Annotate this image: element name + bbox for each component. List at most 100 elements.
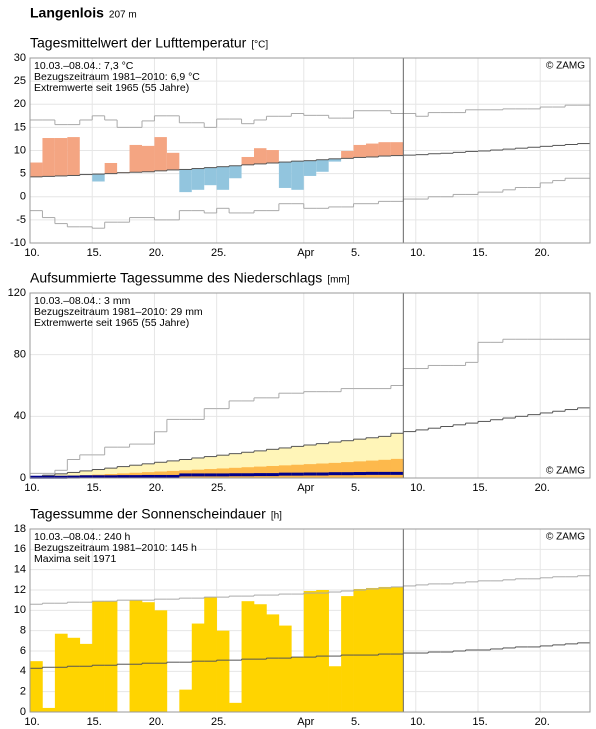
area-step	[303, 464, 317, 478]
bar	[42, 707, 56, 712]
y-tick-label: 6	[20, 645, 26, 657]
anomaly-bar	[216, 166, 230, 190]
bar	[54, 633, 68, 712]
bar	[366, 587, 379, 712]
area-step	[216, 468, 230, 478]
bar	[378, 586, 392, 712]
bar	[154, 610, 168, 712]
x-tick-label: 15.	[87, 247, 102, 259]
plot-frame	[29, 528, 591, 713]
x-tick-label: Apr	[297, 247, 314, 259]
anomaly-bar	[42, 138, 55, 177]
x-tick-label: 15.	[472, 716, 487, 728]
bar	[229, 702, 242, 712]
bar	[328, 666, 342, 712]
x-tick-label: Apr	[297, 482, 314, 494]
anomaly-bar	[303, 160, 317, 176]
y-tick-label: 14	[14, 564, 26, 576]
anomaly-bar	[229, 165, 242, 179]
bar	[204, 597, 217, 712]
x-tick-label: 15.	[87, 716, 102, 728]
chart-unit: [mm]	[327, 275, 349, 286]
area-step	[104, 468, 118, 478]
info-text: 10.03.–08.04.: 7,3 °C	[34, 60, 134, 72]
station-elevation: 207 m	[109, 10, 137, 21]
area-step	[241, 467, 255, 478]
y-tick-label: 18	[14, 523, 26, 535]
info-text: Bezugszeitraum 1981–2010: 6,9 °C	[34, 71, 200, 83]
bar	[278, 625, 292, 712]
anomaly-bar	[30, 162, 43, 177]
y-tick-label: 15	[14, 121, 26, 133]
anomaly-bar	[54, 138, 68, 176]
bar	[390, 586, 404, 712]
bar	[353, 588, 367, 712]
y-tick-label: 16	[14, 543, 26, 555]
x-tick-label: 10.	[410, 482, 425, 494]
bar	[142, 602, 155, 712]
info-text: Bezugszeitraum 1981–2010: 145 h	[34, 542, 197, 554]
anomaly-bar	[154, 137, 167, 171]
anomaly-bar	[278, 162, 292, 188]
area-step	[278, 465, 292, 478]
y-tick-label: 120	[8, 287, 26, 299]
anomaly-bar	[179, 169, 192, 193]
y-tick-label: -10	[10, 237, 26, 249]
y-tick-label: 0	[20, 191, 26, 203]
anomaly-bar	[191, 168, 205, 190]
chart: Aufsummierte Tagessumme des Niederschlag…	[8, 270, 591, 494]
info-text: Bezugszeitraum 1981–2010: 29 mm	[34, 306, 203, 318]
y-tick-label: 10	[14, 144, 26, 156]
bar	[179, 689, 193, 712]
anomaly-bar	[378, 142, 391, 157]
bar	[92, 601, 105, 712]
x-tick-label: 20.	[149, 247, 164, 259]
x-tick-label: 10.	[24, 716, 39, 728]
x-tick-label: 15.	[472, 247, 487, 259]
y-tick-label: 20	[14, 98, 26, 110]
area-step	[117, 466, 131, 478]
anomaly-bar	[129, 144, 142, 173]
anomaly-bar	[104, 162, 118, 174]
bar	[30, 661, 43, 712]
x-tick-label: 10.	[410, 716, 425, 728]
chart-unit: [h]	[271, 511, 282, 522]
chart-title: Tagessumme der Sonnenscheindauer	[30, 506, 266, 522]
x-tick-label: 10.	[410, 247, 425, 259]
y-tick-label: 30	[14, 52, 26, 64]
x-tick-label: 5.	[351, 716, 360, 728]
area-step	[166, 470, 180, 478]
y-tick-label: 40	[14, 410, 26, 422]
chart-title: Tagesmittelwert der Lufttemperatur	[30, 35, 247, 51]
x-tick-label: 15.	[87, 482, 102, 494]
x-tick-label: 20.	[149, 482, 164, 494]
anomaly-bar	[366, 143, 379, 157]
anomaly-bar	[328, 158, 342, 162]
x-tick-label: 20.	[149, 716, 164, 728]
bar	[266, 614, 280, 712]
y-tick-label: 2	[20, 686, 26, 698]
anomaly-bar	[353, 144, 366, 158]
bar	[341, 596, 354, 712]
y-tick-label: 25	[14, 75, 26, 87]
bar	[303, 591, 317, 712]
area-step	[154, 471, 168, 478]
credit: © ZAMG	[546, 466, 585, 477]
x-tick-label: 10.	[24, 482, 39, 494]
bar	[79, 643, 93, 712]
area-step	[353, 461, 367, 478]
area-step	[341, 462, 355, 478]
anomaly-bar	[92, 174, 105, 182]
anomaly-bar	[316, 159, 329, 172]
chart-title: Aufsummierte Tagessumme des Niederschlag…	[30, 270, 322, 286]
anomaly-bar	[241, 156, 254, 165]
y-tick-label: 0	[20, 472, 26, 484]
bar	[241, 601, 255, 712]
y-tick-label: 80	[14, 349, 26, 361]
bar	[191, 623, 205, 712]
x-tick-label: 20.	[535, 247, 550, 259]
area-step	[316, 463, 330, 478]
anomaly-bar	[390, 142, 404, 156]
